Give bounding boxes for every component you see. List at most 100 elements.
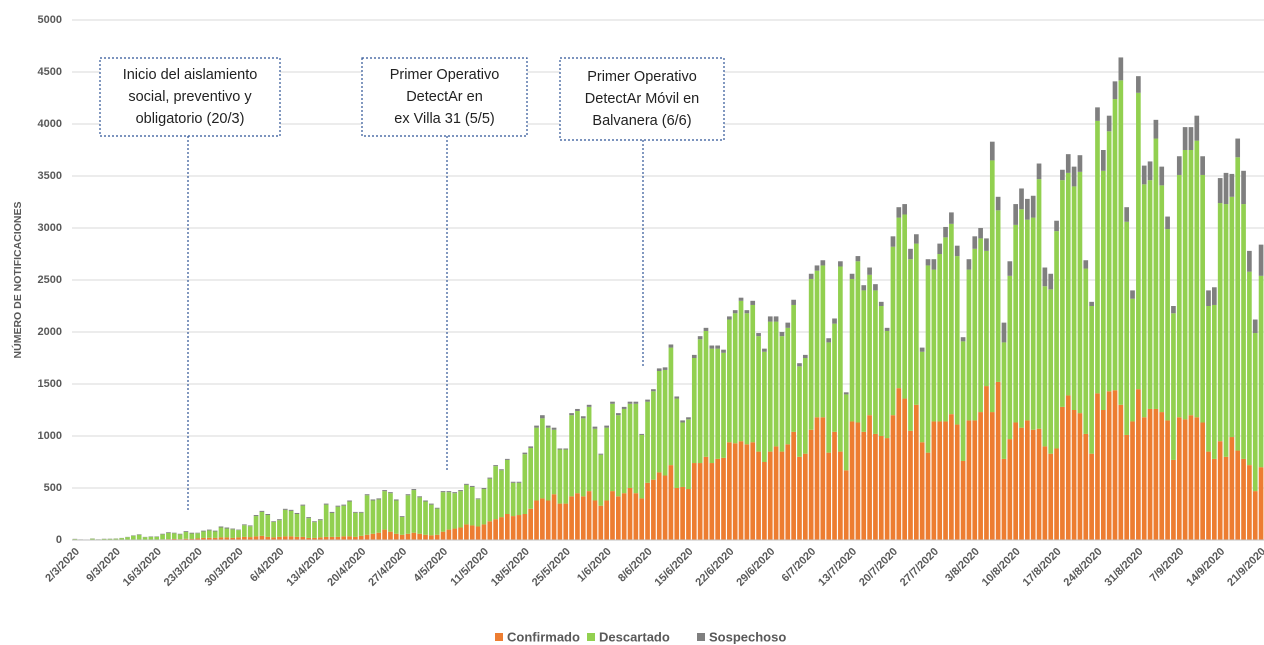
bar-segment xyxy=(767,451,773,540)
bar-segment xyxy=(779,451,785,540)
bar-segment xyxy=(376,498,382,500)
bar-segment xyxy=(271,537,276,540)
bar-segment xyxy=(510,481,516,483)
bar-segment xyxy=(446,529,452,540)
bar-segment xyxy=(493,465,498,467)
x-tick-label: 15/6/2020 xyxy=(653,546,696,589)
bar-segment xyxy=(405,495,411,534)
bar-segment xyxy=(347,501,352,537)
y-tick-label: 4500 xyxy=(38,66,62,78)
bar-segment xyxy=(540,418,545,499)
x-tick-label: 16/3/2020 xyxy=(121,546,164,589)
bar-segment xyxy=(166,532,171,533)
bar-segment xyxy=(177,534,183,540)
bar-segment xyxy=(925,259,931,266)
bar-segment xyxy=(271,521,276,523)
bar-segment xyxy=(627,401,633,404)
bar-segment xyxy=(440,492,446,532)
bar-segment xyxy=(954,245,960,257)
bar-segment xyxy=(277,520,282,537)
bar-segment xyxy=(1025,198,1030,220)
bar-segment xyxy=(1188,127,1194,150)
bar-segment xyxy=(370,533,376,540)
bar-segment xyxy=(206,529,212,531)
x-tick-label: 6/7/2020 xyxy=(780,546,819,585)
bar-segment xyxy=(1235,157,1241,451)
bar-segment xyxy=(1235,450,1241,540)
bar-segment xyxy=(843,394,849,471)
x-tick-label: 8/6/2020 xyxy=(616,546,655,585)
bar-segment xyxy=(1065,395,1071,540)
bar-segment xyxy=(1223,204,1229,457)
bar-segment xyxy=(1182,150,1188,420)
bar-segment xyxy=(1001,458,1007,540)
bar-segment xyxy=(732,313,738,444)
bar-segment xyxy=(341,504,347,506)
y-tick-label: 4000 xyxy=(38,118,62,130)
bar-segment xyxy=(393,499,399,501)
bar-segment xyxy=(569,496,574,540)
x-tick-label: 30/3/2020 xyxy=(203,546,246,589)
bar-segment xyxy=(335,505,341,507)
bar-segment xyxy=(762,462,767,540)
bar-segment xyxy=(984,250,989,387)
bar-segment xyxy=(119,538,125,540)
bar-segment xyxy=(218,537,224,540)
bar-segment xyxy=(615,496,621,540)
bar-segment xyxy=(370,499,376,501)
bar-segment xyxy=(767,316,773,322)
bar-segment xyxy=(1217,178,1223,204)
legend-swatch xyxy=(587,633,595,641)
bar-segment xyxy=(1165,420,1170,540)
bar-segment xyxy=(1147,408,1153,540)
bar-segment xyxy=(294,536,300,540)
bar-segment xyxy=(1229,437,1235,540)
bar-segment xyxy=(978,238,983,413)
bar-segment xyxy=(534,425,539,428)
bar-segment xyxy=(528,447,534,509)
bar-segment xyxy=(499,470,504,518)
bar-segment xyxy=(1194,417,1200,540)
bar-segment xyxy=(756,333,761,337)
bar-segment xyxy=(820,417,826,540)
bar-segment xyxy=(855,261,861,423)
bar-segment xyxy=(464,484,469,525)
bar-segment xyxy=(1176,174,1182,418)
bar-segment xyxy=(756,451,761,540)
bar-segment xyxy=(639,433,645,435)
bar-segment xyxy=(335,536,341,540)
bar-segment xyxy=(937,243,943,254)
bar-segment xyxy=(919,347,925,352)
bar-segment xyxy=(598,454,604,506)
bar-segment xyxy=(656,371,662,473)
bar-segment xyxy=(429,535,434,540)
bar-segment xyxy=(230,537,236,540)
bar-segment xyxy=(1241,458,1246,540)
bar-segment xyxy=(1077,413,1083,540)
bar-segment xyxy=(353,512,358,537)
bar-segment xyxy=(300,536,306,540)
bar-segment xyxy=(937,254,943,422)
bar-segment xyxy=(393,500,399,534)
bar-segment xyxy=(598,505,604,540)
bar-segment xyxy=(481,524,487,540)
x-tick-label: 9/3/2020 xyxy=(84,546,123,585)
bar-segment xyxy=(195,533,200,539)
bar-segment xyxy=(329,512,335,537)
bar-segment xyxy=(1159,166,1165,186)
bar-segment xyxy=(639,498,645,540)
bar-segment xyxy=(826,338,832,343)
bar-segment xyxy=(569,415,574,497)
bar-segment xyxy=(861,290,867,432)
annotation-box xyxy=(361,57,528,137)
bar-segment xyxy=(189,533,195,539)
bar-segment xyxy=(633,401,639,404)
bar-segment xyxy=(884,438,890,540)
bar-segment xyxy=(499,517,504,540)
bar-segment xyxy=(919,442,925,540)
bar-segment xyxy=(516,481,522,483)
bar-segment xyxy=(1194,115,1200,141)
bar-segment xyxy=(797,456,802,540)
bar-segment xyxy=(341,536,347,540)
bar-segment xyxy=(458,527,463,540)
